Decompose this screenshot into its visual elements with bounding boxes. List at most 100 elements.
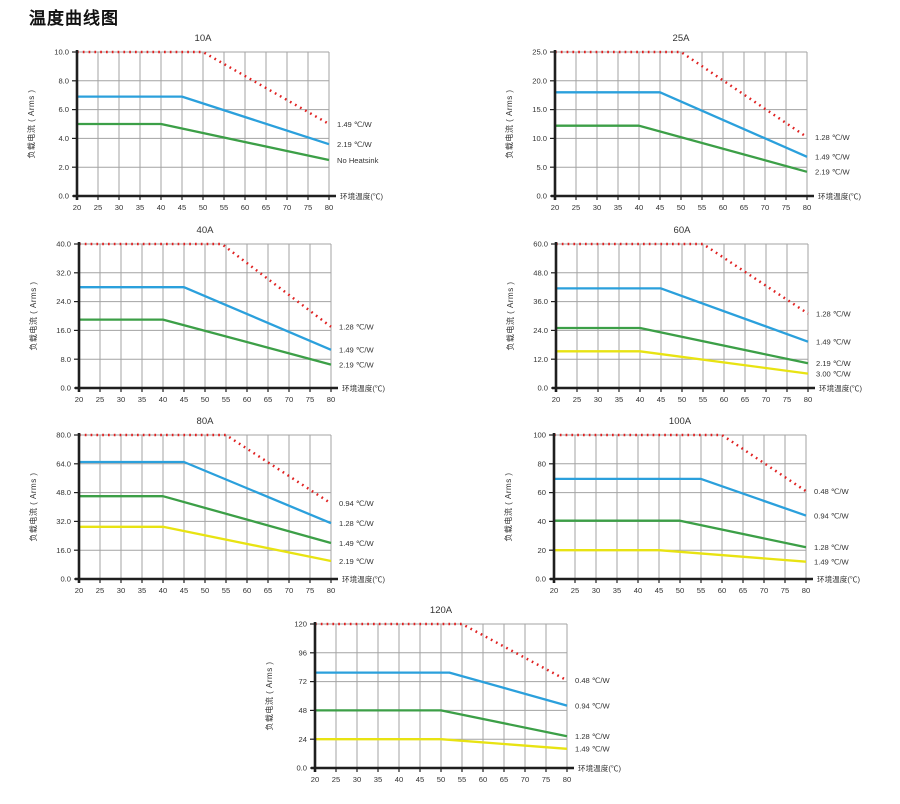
- x-tick-label: 75: [304, 203, 312, 212]
- y-tick-label: 2.0: [58, 163, 69, 172]
- x-tick-label: 70: [760, 586, 768, 595]
- chart-title: 10A: [195, 33, 213, 44]
- y-axis-label: 负载电流 ( Arms ): [26, 89, 36, 158]
- series-label: 2.19 ℃/W: [339, 360, 375, 369]
- y-tick-label: 5.0: [536, 163, 547, 172]
- x-tick-label: 50: [437, 775, 445, 784]
- x-tick-label: 55: [222, 395, 230, 404]
- series-line-red: [315, 622, 568, 682]
- page-title: 温度曲线图: [29, 9, 119, 28]
- chart-svg-10A: 20 25 30 35 40 45 50 55 60 65 70 75 80 0.0 2.0 4.0 6.0 8.…: [26, 33, 383, 212]
- series-line-blue: [79, 286, 332, 351]
- series-line-green: [315, 709, 568, 738]
- series-line-blue: [554, 477, 807, 517]
- y-tick-label: 0.0: [535, 575, 546, 584]
- x-tick-label: 25: [332, 775, 340, 784]
- chart-title: 60A: [674, 225, 692, 236]
- y-tick-label: 0.0: [296, 764, 307, 773]
- series-label: 0.94 ℃/W: [814, 511, 850, 520]
- x-tick-label: 45: [656, 203, 664, 212]
- x-tick-label: 40: [159, 586, 167, 595]
- y-tick-label: 36.0: [533, 297, 548, 306]
- y-tick-label: 24: [299, 735, 307, 744]
- x-tick-label: 50: [201, 395, 209, 404]
- x-tick-label: 40: [636, 395, 644, 404]
- series-line-green: [556, 326, 809, 365]
- series-line-blue: [555, 91, 808, 158]
- x-tick-label: 30: [117, 395, 125, 404]
- chart-title: 80A: [197, 416, 215, 427]
- y-tick-label: 24.0: [56, 297, 71, 306]
- y-tick-label: 24.0: [533, 326, 548, 335]
- x-tick-label: 25: [571, 586, 579, 595]
- x-axis-label: 环境温度(℃): [342, 383, 385, 393]
- x-tick-label: 25: [572, 203, 580, 212]
- x-tick-label: 75: [781, 586, 789, 595]
- series-line-red: [555, 50, 808, 139]
- x-tick-label: 70: [761, 203, 769, 212]
- series-line-blue: [556, 287, 809, 343]
- series-label: 2.19 ℃/W: [816, 359, 852, 368]
- y-tick-label: 8.0: [58, 76, 69, 85]
- chart-svg-120A: 20 25 30 35 40 45 50 55 60 65 70 75 80 0.0 24 48 72 96 120…: [264, 605, 621, 784]
- x-tick-label: 25: [573, 395, 581, 404]
- x-tick-label: 45: [180, 395, 188, 404]
- series-line-green: [77, 122, 330, 162]
- x-tick-label: 55: [220, 203, 228, 212]
- y-axis-label: 负载电流 ( Arms ): [505, 281, 515, 350]
- series-label: 3.00 ℃/W: [816, 369, 852, 378]
- x-tick-label: 45: [180, 586, 188, 595]
- x-tick-label: 35: [614, 203, 622, 212]
- y-tick-label: 0.0: [537, 384, 548, 393]
- x-tick-label: 65: [262, 203, 270, 212]
- y-tick-label: 32.0: [56, 268, 71, 277]
- chart-svg-40A: 20 25 30 35 40 45 50 55 60 65 70 75 80 0.0 8.0 16.0 24.0…: [28, 225, 385, 404]
- chart-title: 40A: [197, 225, 215, 236]
- y-tick-label: 60: [538, 488, 546, 497]
- chart-10A: 20 25 30 35 40 45 50 55 60 65 70 75 80 0.0 2.0 4.0 6.0 8.…: [19, 24, 421, 221]
- y-tick-label: 6.0: [58, 105, 69, 114]
- x-tick-label: 55: [222, 586, 230, 595]
- x-axis-label: 环境温度(℃): [817, 574, 860, 584]
- series-label: 2.19 ℃/W: [339, 557, 375, 566]
- series-label: 1.28 ℃/W: [815, 133, 851, 142]
- x-tick-label: 35: [138, 395, 146, 404]
- chart-svg-80A: 20 25 30 35 40 45 50 55 60 65 70 75 80 0.0 16.0 32.0 48.…: [28, 416, 385, 595]
- series-label: 0.48 ℃/W: [575, 676, 611, 685]
- series-label: 1.28 ℃/W: [339, 519, 375, 528]
- y-tick-label: 15.0: [532, 105, 547, 114]
- x-tick-label: 75: [542, 775, 550, 784]
- y-tick-label: 60.0: [533, 240, 548, 249]
- series-label: 1.49 ℃/W: [339, 539, 375, 548]
- x-tick-label: 75: [306, 586, 314, 595]
- x-tick-label: 35: [138, 586, 146, 595]
- x-tick-label: 40: [159, 395, 167, 404]
- chart-40A: 20 25 30 35 40 45 50 55 60 65 70 75 80 0.0 8.0 16.0 24.0…: [21, 216, 423, 413]
- y-tick-label: 12.0: [533, 355, 548, 364]
- x-tick-label: 35: [615, 395, 623, 404]
- series-label: 1.28 ℃/W: [339, 323, 375, 332]
- series-label: 1.28 ℃/W: [575, 732, 611, 741]
- series-line-green: [79, 318, 332, 366]
- x-tick-label: 20: [75, 586, 83, 595]
- y-tick-label: 20.0: [532, 76, 547, 85]
- x-tick-label: 75: [782, 203, 790, 212]
- x-tick-label: 70: [762, 395, 770, 404]
- series-label: 1.28 ℃/W: [816, 309, 852, 318]
- x-tick-label: 40: [634, 586, 642, 595]
- x-tick-label: 70: [521, 775, 529, 784]
- x-tick-label: 70: [285, 395, 293, 404]
- x-tick-label: 80: [327, 395, 335, 404]
- x-tick-label: 30: [592, 586, 600, 595]
- y-tick-label: 48: [299, 706, 307, 715]
- series-label: 0.48 ℃/W: [814, 487, 850, 496]
- y-tick-label: 48.0: [533, 268, 548, 277]
- x-tick-label: 75: [306, 395, 314, 404]
- series-label: 1.49 ℃/W: [575, 745, 611, 754]
- x-tick-label: 45: [657, 395, 665, 404]
- series-label: 0.94 ℃/W: [339, 499, 375, 508]
- x-tick-label: 20: [311, 775, 319, 784]
- x-tick-label: 40: [395, 775, 403, 784]
- x-tick-label: 50: [199, 203, 207, 212]
- y-tick-label: 100: [533, 431, 546, 440]
